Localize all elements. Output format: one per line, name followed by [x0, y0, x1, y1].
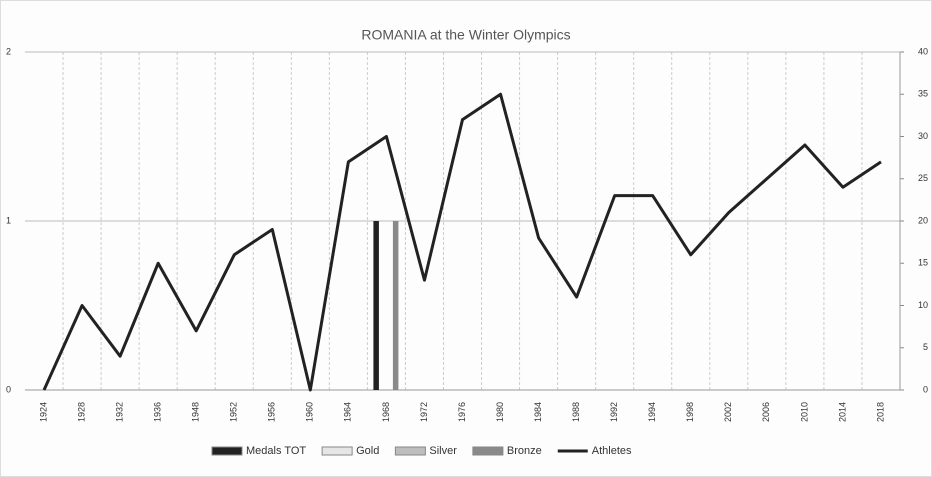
y2-tick-label: 5 [923, 342, 928, 352]
x-tick-label: 1968 [381, 402, 391, 422]
legend-label: Medals TOT [246, 445, 306, 457]
x-tick-label: 2010 [799, 402, 809, 422]
legend-label: Silver [429, 445, 457, 457]
x-tick-label: 1924 [38, 402, 48, 422]
x-tick-label: 1988 [571, 402, 581, 422]
legend-label: Bronze [507, 445, 542, 457]
x-tick-label: 1994 [647, 402, 657, 422]
x-tick-label: 2018 [875, 402, 885, 422]
legend-swatch [321, 446, 353, 456]
legend-swatch [394, 446, 426, 456]
legend-swatch [211, 446, 243, 456]
x-tick-label: 1984 [533, 402, 543, 422]
legend-label: Athletes [592, 445, 632, 457]
y-tick-label: 0 [6, 384, 11, 394]
x-tick-label: 2006 [761, 402, 771, 422]
x-tick-label: 1952 [229, 402, 239, 422]
x-tick-label: 1976 [457, 402, 467, 422]
y2-tick-label: 20 [918, 215, 928, 225]
x-tick-label: 1964 [343, 402, 353, 422]
x-tick-label: 1928 [76, 402, 86, 422]
x-tick-label: 1992 [609, 402, 619, 422]
y2-tick-label: 35 [918, 89, 928, 99]
x-tick-label: 1980 [495, 402, 505, 422]
x-tick-label: 1932 [114, 402, 124, 422]
x-tick-label: 2002 [723, 402, 733, 422]
y2-tick-label: 40 [918, 46, 928, 56]
x-tick-label: 1960 [305, 402, 315, 422]
y-tick-label: 2 [6, 46, 11, 56]
legend-swatch [472, 446, 504, 456]
x-tick-label: 1956 [267, 402, 277, 422]
y2-tick-label: 30 [918, 131, 928, 141]
y2-tick-label: 15 [918, 258, 928, 268]
x-tick-label: 1936 [153, 402, 163, 422]
chart-title: ROMANIA at the Winter Olympics [361, 27, 570, 43]
x-tick-label: 1998 [685, 402, 695, 422]
bar [373, 221, 379, 390]
x-tick-label: 2014 [837, 402, 847, 422]
y2-tick-label: 10 [918, 300, 928, 310]
legend-label: Gold [356, 445, 379, 457]
y2-tick-label: 0 [923, 384, 928, 394]
y-tick-label: 1 [6, 215, 11, 225]
y2-tick-label: 25 [918, 173, 928, 183]
line-series [42, 92, 882, 392]
x-tick-label: 1972 [419, 402, 429, 422]
x-tick-label: 1948 [191, 402, 201, 422]
bar [392, 221, 399, 390]
